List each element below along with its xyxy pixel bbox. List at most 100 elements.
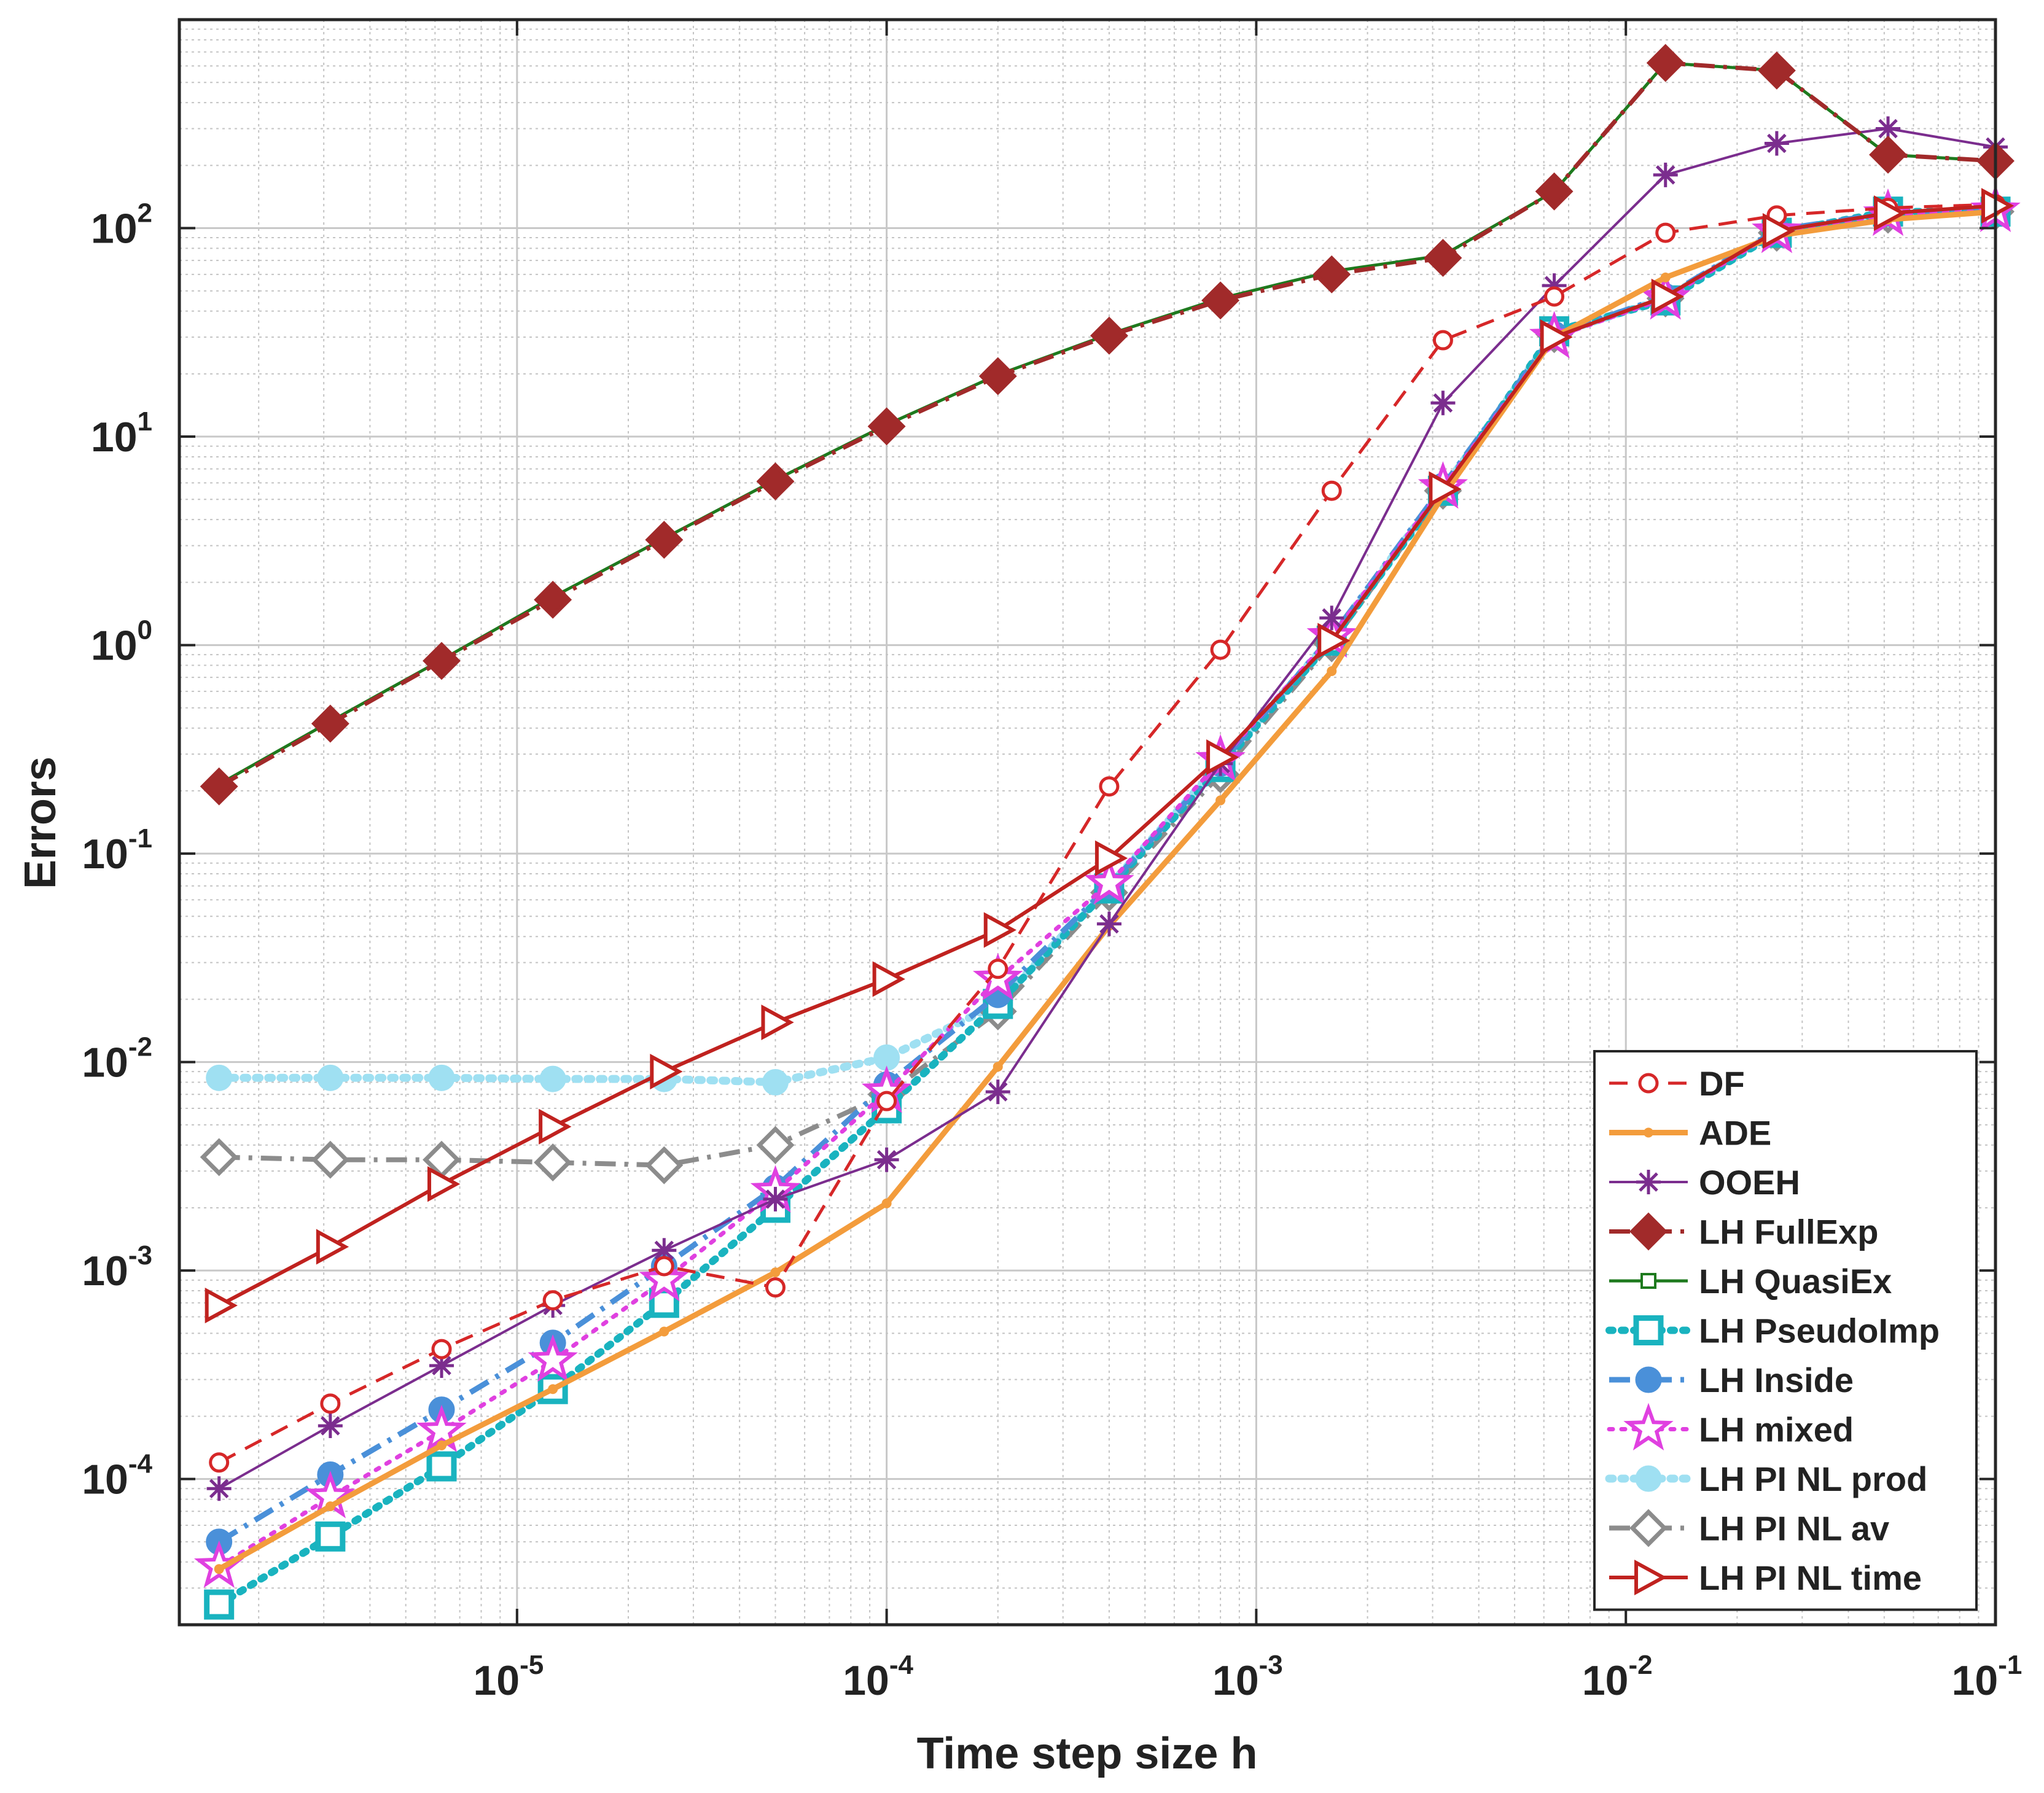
data-point-ade <box>1215 795 1226 806</box>
data-point-lh-pi-nl-time <box>1540 319 1573 356</box>
legend-label: OOEH <box>1699 1163 1800 1202</box>
y-tick-exponent: 2 <box>138 198 152 228</box>
data-point-lh-fullexp <box>1869 136 1907 174</box>
plot-frame <box>177 18 1997 1627</box>
data-point-lh-fullexp <box>1757 51 1796 90</box>
legend-marker-sample <box>1644 1127 1653 1138</box>
legend-entry-lh-pseudoimp: LH PseudoImp <box>1605 1312 1940 1350</box>
data-point-ooeh <box>1096 911 1121 936</box>
legend-label: LH PI NL time <box>1699 1558 1922 1597</box>
y-tick-label: 10-3 <box>82 1240 152 1294</box>
legend-marker-sample <box>1640 1273 1656 1289</box>
data-point-df <box>542 1290 563 1311</box>
y-tick-exponent: -3 <box>128 1240 152 1270</box>
y-tick-label: 101 <box>91 406 152 461</box>
legend-label: LH Inside <box>1699 1361 1854 1399</box>
y-tick-label: 102 <box>91 198 152 252</box>
data-point-lh-pi-nl-time <box>761 1004 794 1041</box>
data-point-df <box>653 1256 674 1277</box>
x-tick-base: 10 <box>1952 1657 1999 1704</box>
x-tick-exponent: -4 <box>889 1650 914 1680</box>
data-point-ooeh <box>1653 162 1678 187</box>
legend-marker-sample <box>1633 1315 1664 1345</box>
data-point-lh-pseudoimp <box>426 1451 457 1482</box>
y-tick-base: 10 <box>91 414 138 461</box>
series-lh-fullexp <box>200 44 2015 806</box>
legend-entry-lh-quasiex: LH QuasiEx <box>1609 1262 1892 1301</box>
legend-label: LH PI NL prod <box>1699 1460 1927 1498</box>
data-point-ooeh <box>652 1238 677 1263</box>
x-tick-base: 10 <box>1582 1657 1629 1704</box>
legend: DF ADE OOEH LH FullExp LH QuasiEx LH PseudoIm… <box>1593 1050 1978 1611</box>
x-tick-base: 10 <box>843 1657 889 1704</box>
x-axis-title: Time step size h <box>917 1729 1258 1778</box>
data-point-ooeh <box>1764 131 1789 156</box>
x-tick-label: 10-3 <box>1212 1650 1283 1704</box>
grid <box>179 18 1997 1625</box>
data-point-ade <box>659 1326 669 1337</box>
data-point-ade <box>881 1198 892 1208</box>
data-point-lh-mixed <box>528 1334 578 1382</box>
data-point-lh-pi-nl-prod <box>206 1064 233 1091</box>
legend-label: LH mixed <box>1699 1410 1854 1449</box>
data-point-lh-pi-nl-time <box>1651 278 1684 314</box>
data-point-ade <box>325 1501 335 1512</box>
series-lh-pi-nl-time <box>205 188 2015 1324</box>
y-tick-base: 10 <box>82 1457 128 1503</box>
data-point-ooeh <box>429 1353 454 1378</box>
data-point-lh-fullexp <box>1090 316 1128 355</box>
data-point-lh-fullexp <box>1424 239 1462 277</box>
data-point-ade <box>993 1062 1003 1072</box>
y-tick-label: 10-1 <box>82 823 152 877</box>
legend-entry-lh-fullexp: LH FullExp <box>1609 1213 1878 1251</box>
data-point-df <box>320 1393 341 1414</box>
data-point-ooeh <box>318 1414 343 1439</box>
y-tick-exponent: -4 <box>128 1449 153 1479</box>
data-point-lh-pi-nl-time <box>205 1287 238 1324</box>
x-tick-label: 10-4 <box>843 1650 913 1704</box>
y-tick-exponent: -2 <box>128 1032 152 1062</box>
y-tick-label: 10-4 <box>82 1449 152 1503</box>
x-tick-exponent: -3 <box>1259 1650 1283 1680</box>
data-point-ooeh <box>1542 273 1567 298</box>
data-point-lh-fullexp <box>645 521 684 559</box>
data-point-lh-pseudoimp <box>315 1521 346 1552</box>
x-tick-exponent: -5 <box>520 1650 544 1680</box>
data-point-lh-fullexp <box>534 580 572 619</box>
data-point-lh-mixed <box>416 1404 467 1453</box>
data-point-lh-pi-nl-time <box>1317 623 1351 659</box>
y-tick-base: 10 <box>82 1248 128 1294</box>
data-point-df <box>1655 222 1676 243</box>
y-tick-base: 10 <box>82 831 128 877</box>
legend-entry-df: DF <box>1609 1064 1745 1103</box>
data-point-df <box>209 1452 230 1473</box>
data-point-df <box>1432 330 1453 351</box>
data-point-lh-pi-nl-av <box>200 1138 238 1177</box>
legend-entry-lh-pi-nl-time: LH PI NL time <box>1609 1558 1922 1597</box>
legend-entry-ooeh: OOEH <box>1609 1163 1800 1202</box>
data-point-lh-pi-nl-prod <box>317 1064 344 1091</box>
data-point-ade <box>1660 272 1671 282</box>
legend-marker-sample <box>1634 1559 1668 1596</box>
legend-label: LH PseudoImp <box>1699 1312 1940 1350</box>
data-point-lh-pi-nl-prod <box>428 1064 455 1091</box>
data-point-df <box>1544 286 1565 307</box>
data-point-lh-pi-nl-time <box>650 1054 683 1090</box>
y-tick-base: 10 <box>82 1040 128 1086</box>
data-point-ade <box>214 1564 224 1574</box>
y-tick-base: 10 <box>91 206 138 252</box>
legend-marker-sample <box>1629 1509 1668 1547</box>
data-point-lh-fullexp <box>1201 281 1240 320</box>
y-tick-base: 10 <box>91 623 138 669</box>
data-point-lh-mixed <box>1084 857 1134 905</box>
data-point-lh-pi-nl-time <box>427 1166 461 1202</box>
data-point-ooeh <box>763 1186 788 1212</box>
data-point-lh-pi-nl-time <box>1429 471 1462 507</box>
data-point-lh-fullexp <box>423 642 461 680</box>
data-point-ade <box>1327 666 1337 676</box>
legend-entry-lh-pi-nl-prod: LH PI NL prod <box>1605 1460 1927 1498</box>
series-layer <box>193 44 2021 1620</box>
data-point-df <box>876 1091 897 1111</box>
legend-marker-sample <box>1623 1402 1674 1451</box>
data-point-lh-mixed <box>639 1253 689 1302</box>
